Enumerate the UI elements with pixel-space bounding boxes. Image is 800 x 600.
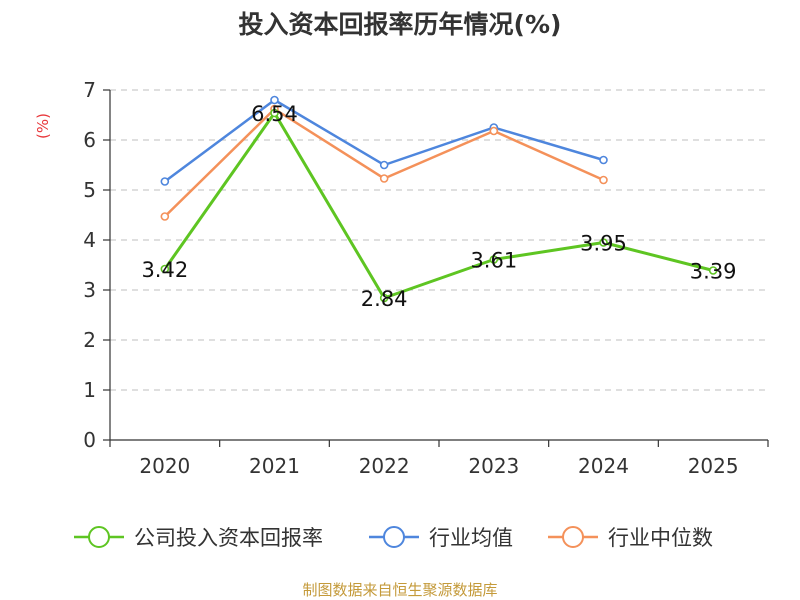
x-tick-label: 2024: [578, 454, 629, 478]
y-tick-label: 7: [83, 78, 96, 102]
data-point: [379, 160, 389, 170]
legend-swatch-marker: [88, 526, 110, 548]
y-tick-label: 6: [83, 128, 96, 152]
data-point: [599, 175, 608, 185]
x-tick-labels: 2020 2021 2022 2023 2024 2025: [139, 454, 738, 478]
y-tick-label: 4: [83, 228, 96, 252]
data-point: [270, 108, 279, 118]
data-label: 2.84: [361, 287, 408, 311]
legend-label: 公司投入资本回报率: [134, 526, 323, 550]
chart-title: 投入资本回报率历年情况(%): [239, 10, 562, 39]
grid-lines: [110, 89, 768, 391]
data-point: [489, 255, 499, 264]
data-point: [270, 95, 279, 105]
data-point: [708, 266, 718, 275]
data-point: [160, 264, 170, 274]
x-tick-label: 2023: [468, 454, 519, 478]
data-point: [160, 177, 170, 186]
legend-label: 行业均值: [429, 526, 513, 550]
data-point: [489, 126, 499, 136]
data-point: [379, 293, 389, 303]
data-labels: 3.42 6.54 2.84 3.61 3.95 3.39: [141, 102, 736, 311]
data-point: [599, 238, 608, 247]
data-label: 3.95: [580, 232, 627, 256]
x-tick-label: 2020: [139, 454, 190, 478]
x-tick-label: 2021: [249, 454, 300, 478]
series-line-0: [163, 111, 714, 300]
y-tick-label: 0: [83, 428, 96, 452]
data-label: 3.42: [141, 258, 188, 282]
legend-label: 行业中位数: [608, 526, 713, 550]
x-tick-label: 2022: [359, 454, 410, 478]
y-tick-label: 3: [83, 278, 96, 302]
data-point: [379, 174, 389, 183]
legend-swatch-marker: [383, 526, 405, 548]
y-tick-label: 5: [83, 178, 96, 202]
x-tick-label: 2025: [688, 454, 739, 478]
axes: [103, 89, 769, 447]
legend-swatch-marker: [562, 526, 584, 548]
series-group: [160, 95, 718, 303]
y-tick-label: 1: [83, 378, 96, 402]
data-label: 3.39: [690, 260, 737, 284]
y-tick-labels: 0 1 2 3 4 5 6 7: [83, 78, 96, 452]
y-tick-label: 2: [83, 328, 96, 352]
data-point: [599, 155, 608, 165]
y-axis-unit: (%): [34, 113, 52, 139]
data-label: 6.54: [251, 102, 298, 126]
data-point: [160, 212, 170, 221]
source-note: 制图数据来自恒生聚源数据库: [302, 581, 497, 599]
data-label: 3.61: [470, 249, 517, 273]
legend: 公司投入资本回报率 行业均值 行业中位数: [74, 526, 713, 550]
